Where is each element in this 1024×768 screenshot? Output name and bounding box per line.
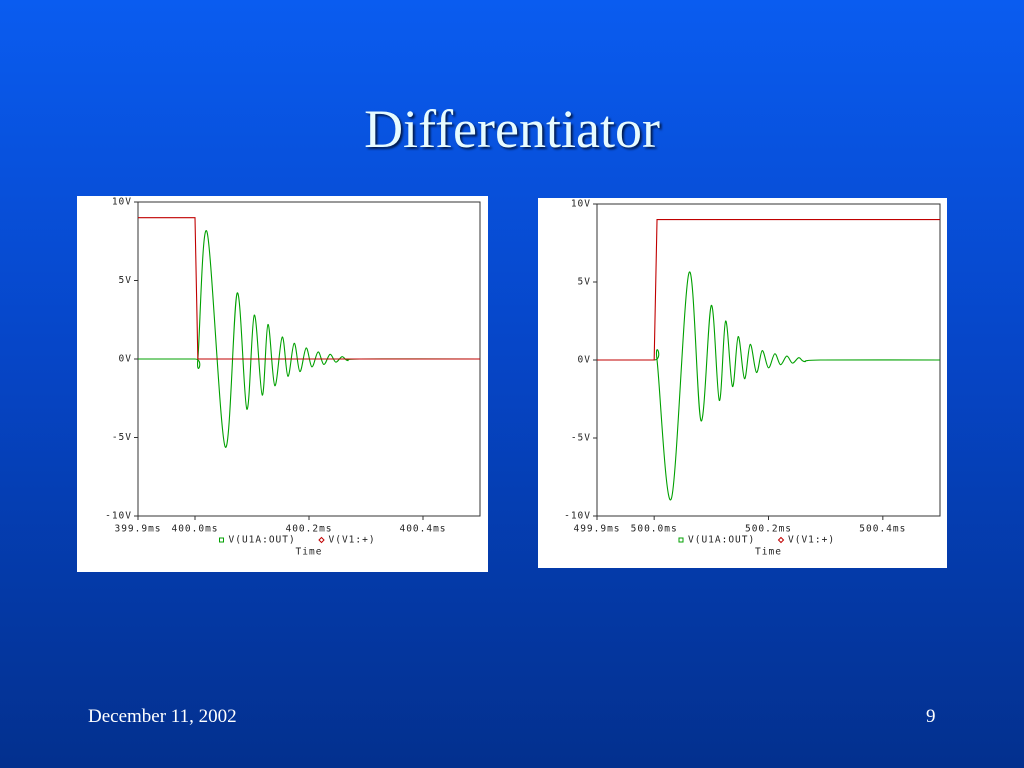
chart-panel — [538, 198, 947, 568]
x-tick-label: 399.9ms — [114, 524, 161, 535]
series-line — [597, 271, 941, 501]
legend-label: V(U1A:OUT) — [688, 535, 755, 546]
legend-label: V(U1A:OUT) — [229, 535, 296, 546]
legend-label: V(V1:+) — [788, 535, 835, 546]
y-tick-label: -10V — [564, 511, 591, 522]
x-axis-label: Time — [755, 547, 782, 558]
x-tick-label: 500.4ms — [859, 524, 906, 535]
line-chart: -10V -5V 0V 5V 10V 399.9ms 400.0ms 400.2ms 400.4… — [77, 196, 488, 572]
y-tick-label: 5V — [119, 275, 132, 286]
x-axis-label: Time — [296, 547, 323, 558]
legend-label: V(V1:+) — [329, 535, 376, 546]
y-tick-label: -10V — [105, 511, 132, 522]
x-tick-label: 400.0ms — [171, 524, 218, 535]
legend-symbol — [219, 537, 224, 543]
x-tick-label: 499.9ms — [573, 524, 620, 535]
legend-symbol — [678, 537, 684, 543]
legend-symbol — [777, 536, 785, 544]
y-tick-label: 10V — [571, 199, 591, 210]
x-tick-label: 400.2ms — [285, 524, 332, 535]
x-tick-label: 500.0ms — [631, 524, 678, 535]
series-line — [138, 230, 481, 448]
x-tick-label: 400.4ms — [399, 524, 446, 535]
y-tick-label: -5V — [571, 433, 591, 444]
x-tick-label: 500.2ms — [745, 524, 792, 535]
y-tick-label: 10V — [112, 197, 132, 208]
chart-panel — [77, 196, 488, 572]
page-number: 9 — [926, 706, 936, 727]
y-tick-label: 0V — [119, 354, 132, 365]
y-tick-label: 5V — [578, 277, 591, 288]
slide-title: Differentiator — [364, 99, 660, 159]
series-line — [138, 217, 480, 360]
series-line — [597, 219, 940, 361]
footer-date: December 11, 2002 — [88, 706, 237, 727]
y-tick-label: -5V — [112, 432, 132, 443]
line-chart: -10V -5V 0V 5V 10V 499.9ms 500.0ms 500.2ms 500.4… — [538, 198, 947, 568]
legend-symbol — [318, 536, 325, 544]
y-tick-label: 0V — [578, 355, 591, 366]
